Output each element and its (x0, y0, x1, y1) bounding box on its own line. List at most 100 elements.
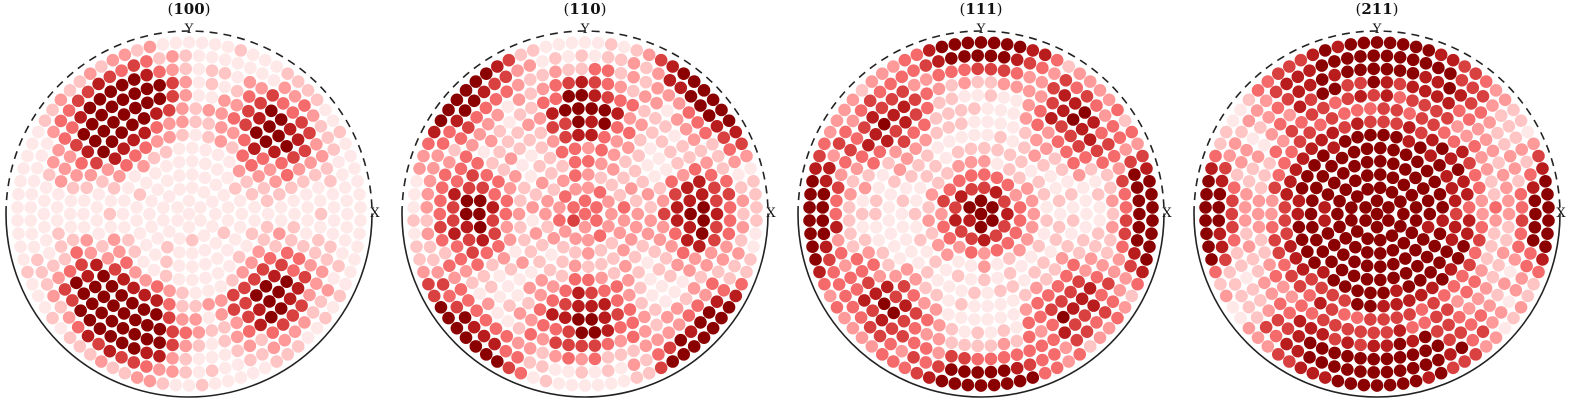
pole-density-point (1238, 201, 1252, 214)
pole-density-point (1351, 284, 1364, 298)
pole-density-point (319, 311, 332, 325)
pole-density-point (308, 246, 322, 260)
pole-density-point (469, 340, 483, 353)
pole-density-point (958, 63, 971, 77)
pole-density-point (665, 239, 678, 253)
pole-density-point (1066, 302, 1080, 315)
pole-density-point (1496, 168, 1510, 182)
pole-density-point (619, 259, 632, 273)
pole-density-point (646, 126, 659, 139)
pole-density-point (907, 64, 920, 77)
pole-density-point (1000, 38, 1014, 51)
pole-density-point (1273, 297, 1287, 311)
pole-density-point (299, 227, 313, 240)
pole-density-point (1098, 109, 1112, 122)
pole-density-point (1034, 90, 1048, 103)
pole-density-point (1214, 277, 1227, 291)
pole-density-point (139, 141, 152, 154)
pole-density-point (968, 115, 981, 129)
pole-density-point (735, 137, 748, 151)
pole-density-point (575, 339, 589, 353)
pole-density-point (1143, 240, 1156, 253)
pole-density-point (997, 324, 1011, 337)
pole-density-point (1515, 143, 1529, 156)
pole-density-point (107, 299, 120, 312)
pole-density-point (875, 313, 889, 327)
pole-density-point (895, 70, 909, 84)
pole-density-point (1411, 155, 1424, 169)
pole-density-point (1292, 194, 1306, 208)
pole-density-point (948, 38, 962, 51)
pole-density-point (734, 181, 748, 194)
pole-density-point (491, 355, 504, 368)
pole-density-point (182, 194, 196, 208)
pole-density-point (1341, 79, 1354, 92)
pole-density-point (179, 88, 193, 102)
pole-density-point (1254, 233, 1268, 247)
pole-density-point (120, 256, 133, 269)
pole-density-point (986, 214, 999, 227)
pole-density-point (1512, 240, 1525, 254)
pole-density-point (711, 149, 725, 163)
pole-density-point (202, 297, 215, 311)
pole-density-point (1000, 377, 1014, 390)
pole-density-point (862, 169, 875, 182)
pole-density-point (1367, 326, 1381, 340)
pole-density-point (163, 284, 176, 298)
pole-density-point (1409, 243, 1422, 257)
pole-density-point (1539, 240, 1552, 253)
pole-density-point (31, 253, 44, 267)
pole-density-point (885, 93, 899, 106)
pole-density-point (462, 121, 475, 134)
pole-density-point (899, 116, 912, 129)
pole-density-point (575, 62, 588, 76)
pole-density-point (1354, 338, 1367, 352)
pole-density-point (562, 63, 575, 77)
pole-density-point (875, 101, 889, 115)
pole-density-point (31, 161, 44, 175)
pole-density-point (641, 227, 655, 241)
pole-density-point (588, 352, 602, 366)
pole-density-point (410, 175, 423, 188)
pole-density-point (265, 310, 278, 324)
pole-density-point (1036, 61, 1049, 75)
pole-density-point (1344, 377, 1358, 390)
pole-density-point (1058, 326, 1072, 339)
pole-density-point (1252, 220, 1266, 234)
pole-density-point (671, 156, 684, 170)
pole-density-point (266, 89, 280, 102)
pole-density-point (922, 214, 935, 227)
pole-density-point (52, 188, 65, 201)
pole-density-point (676, 168, 690, 182)
pole-density-point (105, 279, 119, 293)
pole-density-point (240, 239, 254, 253)
pole-density-point (693, 240, 706, 253)
pole-density-point (138, 126, 152, 140)
pole-density-point (876, 246, 890, 260)
pole-density-point (275, 156, 288, 170)
pole-density-point (823, 253, 836, 267)
pole-density-point (1423, 207, 1437, 221)
pole-density-point (942, 135, 956, 148)
pole-density-point (614, 94, 627, 107)
pole-density-point (1509, 284, 1523, 297)
pole-density-point (466, 138, 479, 152)
pole-density-point (997, 91, 1011, 104)
pole-density-point (536, 82, 550, 96)
pole-density-point (1073, 67, 1087, 80)
pole-density-point (1428, 239, 1442, 253)
pole-density-point (50, 214, 64, 227)
pole-density-point (1293, 135, 1307, 149)
pole-density-point (408, 227, 421, 240)
pole-density-point (127, 133, 140, 147)
pole-density-point (407, 201, 420, 214)
pole-density-point (523, 281, 536, 295)
pole-density-point (70, 276, 83, 290)
pole-density-point (1337, 167, 1350, 180)
pole-density-point (326, 300, 340, 314)
pole-density-point (1455, 341, 1469, 355)
pole-density-point (258, 361, 272, 375)
pole-density-point (459, 264, 473, 278)
pole-density-point (670, 302, 684, 315)
pole-density-point (722, 187, 736, 201)
